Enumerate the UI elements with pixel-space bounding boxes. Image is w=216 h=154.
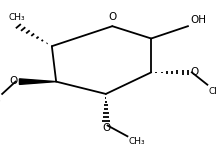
- Text: CH₃: CH₃: [0, 95, 1, 104]
- Text: O: O: [103, 123, 111, 133]
- Text: CH₃: CH₃: [129, 137, 145, 146]
- Text: O: O: [108, 12, 116, 22]
- Text: CH₃: CH₃: [208, 87, 216, 96]
- Text: OH: OH: [190, 15, 206, 25]
- Text: O: O: [190, 67, 198, 77]
- Polygon shape: [19, 79, 56, 84]
- Text: CH₃: CH₃: [9, 13, 25, 22]
- Text: O: O: [9, 76, 17, 86]
